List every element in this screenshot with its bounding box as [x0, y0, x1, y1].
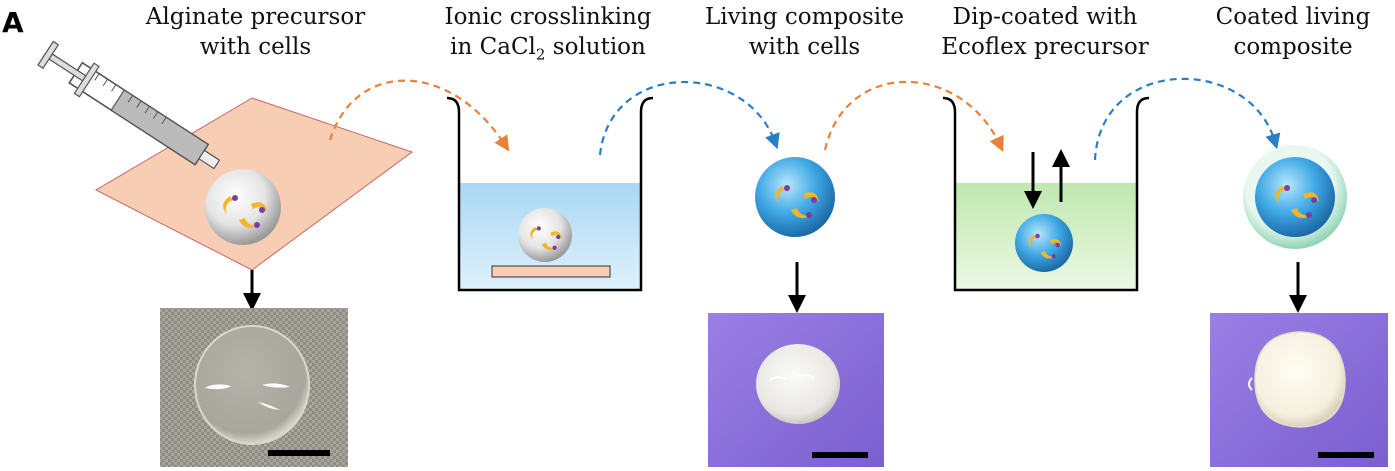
bead-icon: [205, 169, 281, 245]
step-1-label: Alginate precursor with cells: [145, 4, 366, 60]
panel-label: A: [2, 6, 24, 39]
scale-bar-icon: [1318, 452, 1374, 458]
dip-arrows: [1024, 149, 1070, 209]
step-5-label: Coated living composite: [1215, 4, 1371, 60]
flow-arrow-4: [1093, 77, 1281, 161]
crosslink-substrate: [491, 265, 611, 278]
bead-icon: [518, 208, 572, 262]
photo-coated-composite: [1210, 313, 1388, 467]
bead-icon: [1015, 214, 1073, 272]
step-4-label: Dip-coated with Ecoflex precursor: [941, 4, 1149, 60]
photo-living-composite: [708, 313, 884, 467]
photo-alginate-drop: [160, 308, 348, 467]
bead-icon: [1243, 145, 1347, 249]
step-2-label: Ionic crosslinking in CaCl2 solution: [444, 4, 652, 64]
scale-bar-icon: [812, 452, 868, 458]
bead-icon: [755, 157, 835, 237]
scale-bar-icon: [268, 450, 330, 456]
syringe-icon: [37, 40, 221, 170]
step-3-label: Living composite with cells: [705, 4, 904, 60]
flow-arrow-1: [328, 79, 510, 152]
flow-arrow-2: [598, 81, 780, 156]
flow-arrow-3: [823, 80, 1004, 152]
